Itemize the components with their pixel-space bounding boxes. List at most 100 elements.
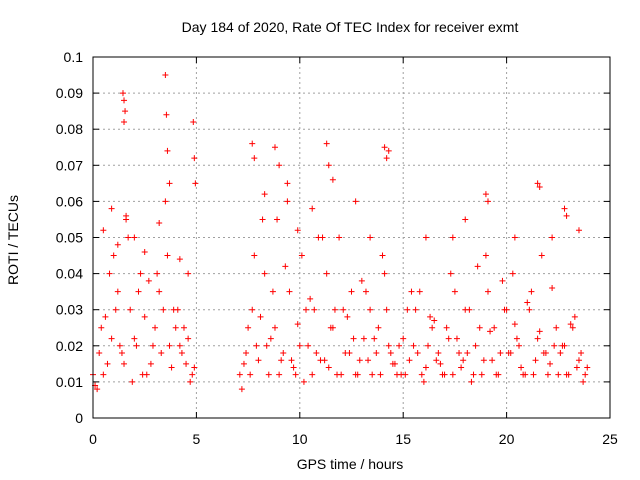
x-tick-label: 0 [89,431,97,447]
data-point [243,350,250,357]
data-point [164,147,171,154]
data-point [294,321,301,328]
data-point [569,324,576,331]
data-point [383,155,390,162]
data-point [108,335,115,342]
data-point [365,357,372,364]
y-axis-ticks: 0 0.01 0.02 0.03 0.04 0.05 0.06 0.07 0.08 0.09 0.1 [56,49,610,426]
x-axis-label: GPS time / hours [297,456,404,472]
data-point [309,205,316,212]
data-point [100,227,107,234]
data-point [385,147,392,154]
data-point [321,357,328,364]
data-point [166,180,173,187]
data-point [360,335,367,342]
x-tick-label: 10 [292,431,308,447]
data-point [389,360,396,367]
data-point [119,90,126,97]
data-point [544,371,551,378]
data-point [549,285,556,292]
data-point [542,350,549,357]
data-point [296,342,303,349]
data-point [307,295,314,302]
data-point [331,306,338,313]
data-point [474,263,481,270]
data-point [149,342,156,349]
data-point [156,288,163,295]
data-point [536,328,543,335]
data-point [127,306,134,313]
data-point [456,350,463,357]
data-point [102,313,109,320]
data-point [162,198,169,205]
data-point [410,342,417,349]
data-point [176,342,183,349]
data-point [290,364,297,371]
data-point [121,118,128,125]
data-point [470,371,477,378]
data-point [191,364,198,371]
data-point [435,350,442,357]
data-point [278,357,285,364]
data-point [276,371,283,378]
data-point [249,140,256,147]
data-point [518,364,525,371]
data-point [187,378,194,385]
data-point [412,306,419,313]
data-point [185,335,192,342]
data-point [121,360,128,367]
data-point [437,360,444,367]
data-point [420,378,427,385]
data-point [381,144,388,151]
y-tick-label: 0 [75,410,83,426]
data-point [571,313,578,320]
data-point [557,350,564,357]
data-point [125,234,132,241]
data-point [94,386,101,393]
data-point [534,180,541,187]
data-point [288,357,295,364]
data-point [257,313,264,320]
data-point [282,263,289,270]
data-point [271,324,278,331]
data-point [575,227,582,234]
data-point [240,360,247,367]
data-point [453,335,460,342]
data-point [393,371,400,378]
data-point [482,252,489,259]
data-point [280,350,287,357]
data-point [462,216,469,223]
data-point [346,350,353,357]
data-point [445,335,452,342]
data-point [468,378,475,385]
data-point [526,306,533,313]
data-point [491,324,498,331]
data-point [180,324,187,331]
data-point [168,364,175,371]
data-point [336,234,343,241]
data-point [385,342,392,349]
data-point [238,386,245,393]
data-point [192,180,199,187]
data-point [396,342,403,349]
data-point [294,227,301,234]
data-points [90,72,591,393]
data-point [123,212,130,219]
data-point [276,162,283,169]
data-point [141,248,148,255]
data-point [245,324,252,331]
data-point [555,371,562,378]
data-point [133,342,140,349]
data-point [135,288,142,295]
data-point [116,342,123,349]
y-tick-label: 0.02 [56,338,83,354]
data-point [487,328,494,335]
data-point [381,270,388,277]
data-point [538,252,545,259]
data-point [255,357,262,364]
data-point [131,234,138,241]
data-point [251,155,258,162]
data-point [274,216,281,223]
data-point [108,205,115,212]
data-point [567,321,574,328]
